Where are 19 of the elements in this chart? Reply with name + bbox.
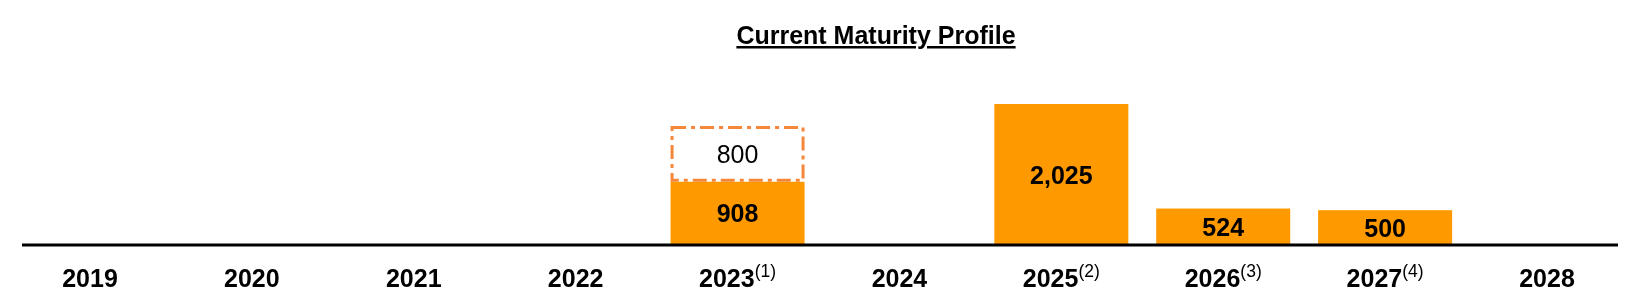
bar [670,126,805,182]
x-tick-label: 2024 [871,264,928,292]
x-tick-label: 2026$^{(3)}$ [1184,261,1262,292]
x-tick-label: 2019 [62,264,118,292]
data-label: 2,025 [1030,160,1093,189]
x-tick-label: 2023$^{(1)}$ [699,261,777,292]
x-tick-label: 2028 [1519,264,1575,292]
bar [670,181,805,245]
data-label: 908 [716,199,759,228]
data-label: 524 [1202,212,1245,241]
data-label: 800 [716,139,759,168]
bar [994,104,1129,245]
x-tick-label: 2020 [224,264,280,292]
data-label: 500 [1364,213,1406,242]
x-tick-label: 2025$^{(2)}$ [1022,261,1100,292]
x-tick-label: 2022 [547,264,604,292]
x-tick-label: 2021 [385,264,442,292]
chart-title: Current Maturity Profile [736,21,1016,49]
x-tick-label: 2027$^{(4)}$ [1346,261,1424,292]
